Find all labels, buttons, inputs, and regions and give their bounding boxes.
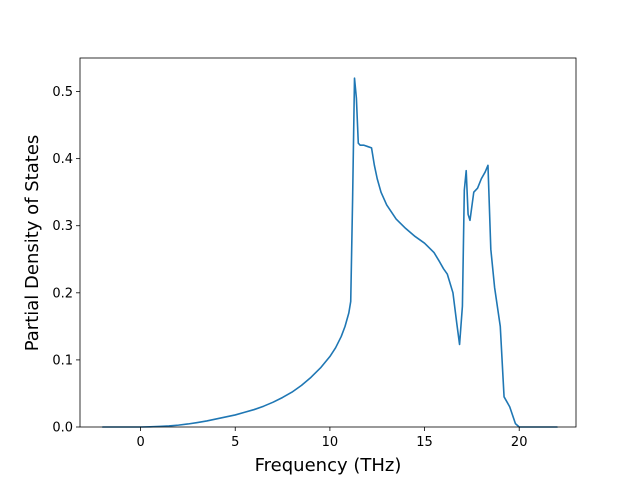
y-axis-ticks: 0.0 0.1 0.2 0.3 0.4 0.5 [52, 85, 80, 436]
x-tick-label: 5 [231, 435, 239, 450]
y-tick-label: 0.5 [52, 85, 73, 100]
y-axis-label: Partial Density of States [22, 135, 43, 352]
x-tick-label: 15 [416, 435, 433, 450]
y-tick-label: 0.2 [52, 286, 73, 301]
x-axis-label: Frequency (THz) [255, 455, 402, 476]
x-tick-label: 10 [322, 435, 339, 450]
plot-area [80, 58, 576, 427]
data-layer [101, 77, 558, 428]
x-axis-ticks: 0 5 10 15 20 [136, 427, 527, 450]
series-line [101, 77, 558, 428]
y-tick-label: 0.0 [52, 421, 73, 436]
x-tick-label: 20 [511, 435, 528, 450]
y-tick-label: 0.1 [52, 353, 73, 368]
y-tick-label: 0.4 [52, 152, 73, 167]
x-tick-label: 0 [136, 435, 144, 450]
plot-frame [79, 57, 577, 428]
y-tick-label: 0.3 [52, 219, 73, 234]
